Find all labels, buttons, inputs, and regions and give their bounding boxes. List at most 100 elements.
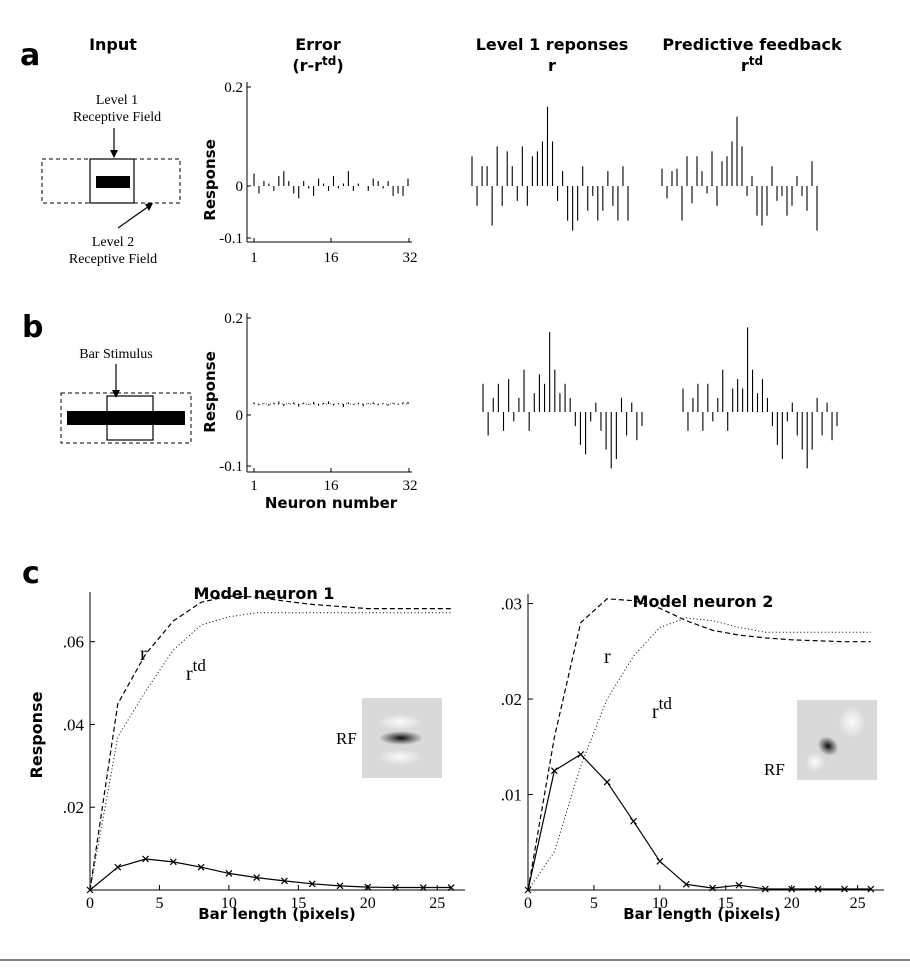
- header-error-formula: (r-rtd): [292, 54, 343, 75]
- stems-error-b: [253, 401, 409, 408]
- rf-inset-label: RF: [336, 729, 357, 748]
- rf-inset-image: [797, 700, 877, 780]
- header-input: Input: [89, 35, 137, 54]
- ylabel: Response: [201, 351, 219, 432]
- xtick-label: 10: [652, 895, 668, 912]
- input-diagram-a: Level 1 Receptive Field Level 2 Receptive …: [41, 93, 181, 267]
- level2-rf-box-b: [60, 392, 192, 444]
- model-neuron-1-chart: Model neuron 1 0 5 10 15 20 25 .02 .04 .06 Respo…: [27, 584, 465, 923]
- data-point: [841, 885, 848, 893]
- data-point: [656, 857, 664, 865]
- ytick-label: .03: [501, 595, 522, 614]
- bar-stimulus-short: [96, 176, 130, 188]
- xtick-label: 0: [524, 895, 532, 912]
- series-line-r: [89, 595, 452, 891]
- xtick-label: 5: [155, 895, 163, 912]
- xtick-label: 25: [429, 895, 445, 912]
- ytick-label: .06: [63, 633, 84, 652]
- xtick-label: 20: [360, 895, 376, 912]
- level2-rf-label: Level 2 Receptive Field: [69, 235, 157, 267]
- ytick-label: 0: [236, 179, 244, 195]
- data-point: [253, 874, 261, 882]
- level1-rf-box: [89, 158, 135, 204]
- series-line-r_td: [89, 612, 452, 891]
- ytick-label: 0: [236, 408, 244, 424]
- ytick-label: .01: [501, 786, 522, 805]
- data-point: [550, 767, 558, 775]
- header-feedback-rtd: rtd: [741, 54, 763, 75]
- data-point: [682, 880, 690, 888]
- axis-ticks: 0 5 10 15 20 25 .02 .04 .06: [63, 633, 445, 912]
- series-label-r: r: [140, 643, 147, 665]
- ytick-label: .04: [63, 715, 85, 734]
- series-lines: [524, 598, 875, 894]
- ytick-label: -0.1: [219, 459, 243, 475]
- xtick-label: 20: [784, 895, 800, 912]
- data-point: [630, 817, 637, 825]
- data-point: [142, 855, 149, 863]
- series-label-rtd: rtd: [652, 694, 672, 723]
- data-point: [197, 863, 205, 871]
- xtick-label: 10: [221, 895, 237, 912]
- xtick-label: 1: [250, 250, 258, 266]
- series-label-r: r: [604, 646, 611, 668]
- series-lines: [86, 595, 455, 894]
- ytick-label: -0.1: [219, 231, 243, 247]
- data-point: [814, 885, 822, 893]
- xtick-label: 15: [718, 895, 734, 912]
- xtick-label: 16: [324, 478, 340, 494]
- axis-ticks: 0 5 10 15 20 25 .01 .02 .03: [501, 595, 866, 912]
- data-point: [392, 884, 399, 891]
- data-point: [867, 885, 875, 893]
- data-point: [281, 877, 288, 885]
- arrowhead-bar: [112, 390, 120, 398]
- stems-error-a: [253, 171, 409, 199]
- data-point: [603, 778, 611, 786]
- data-point: [709, 884, 717, 892]
- xtick-label: 16: [324, 250, 340, 266]
- data-point: [308, 880, 316, 888]
- data-point: [524, 886, 532, 894]
- data-point: [364, 883, 372, 891]
- rf-inset-label: RF: [764, 760, 785, 779]
- series-line-error: [527, 753, 871, 891]
- ytick-label: 0.2: [224, 80, 243, 96]
- series-label-rtd: rtd: [186, 656, 206, 685]
- xtick-label: 25: [850, 895, 866, 912]
- data-point: [419, 884, 427, 891]
- ylabel: Response: [201, 139, 219, 220]
- data-point: [114, 863, 122, 871]
- panel-label-b: b: [22, 310, 43, 345]
- data-point: [761, 885, 769, 893]
- ytick-label: 0.2: [224, 311, 243, 327]
- chart-title: Model neuron 1: [194, 584, 335, 603]
- rf-inset-image: [362, 698, 442, 778]
- ytick-label: .02: [501, 690, 522, 709]
- header-level1-r: r: [548, 56, 556, 75]
- xtick-label: 5: [590, 895, 598, 912]
- xlabel-neuron-number: Neuron number: [265, 494, 398, 512]
- xlabel: Bar length (pixels): [623, 905, 781, 923]
- level1-rf-label: Level 1 Receptive Field: [73, 93, 161, 125]
- stems-feedback-b: [682, 327, 838, 469]
- xtick-label: 32: [403, 478, 418, 494]
- error-axes-a: 0.2 0 -0.1 1 16 32 Response: [201, 80, 418, 266]
- data-point: [169, 858, 177, 866]
- xtick-label: 32: [403, 250, 418, 266]
- panel-label-a: a: [20, 38, 40, 73]
- data-point: [447, 884, 455, 891]
- stems-level1-a: [471, 106, 629, 231]
- series-line-r: [527, 598, 871, 891]
- arrowhead-level1: [110, 150, 118, 158]
- stems-level1-b: [482, 332, 643, 469]
- model-neuron-2-chart: Model neuron 2 0 5 10 15 20 25 .01 .02 .03 Bar l…: [501, 592, 884, 923]
- header-level1: Level 1 reponses: [476, 35, 629, 54]
- bar-stimulus-long: [67, 411, 185, 425]
- stems-feedback-a: [661, 116, 818, 231]
- input-diagram-b: Bar Stimulus: [60, 347, 192, 444]
- error-axes-b: 0.2 0 -0.1 1 16 32 Response Neuron numbe…: [201, 311, 418, 512]
- arrow-level2: [117, 203, 153, 229]
- xlabel: Bar length (pixels): [198, 905, 356, 923]
- data-point: [577, 750, 585, 758]
